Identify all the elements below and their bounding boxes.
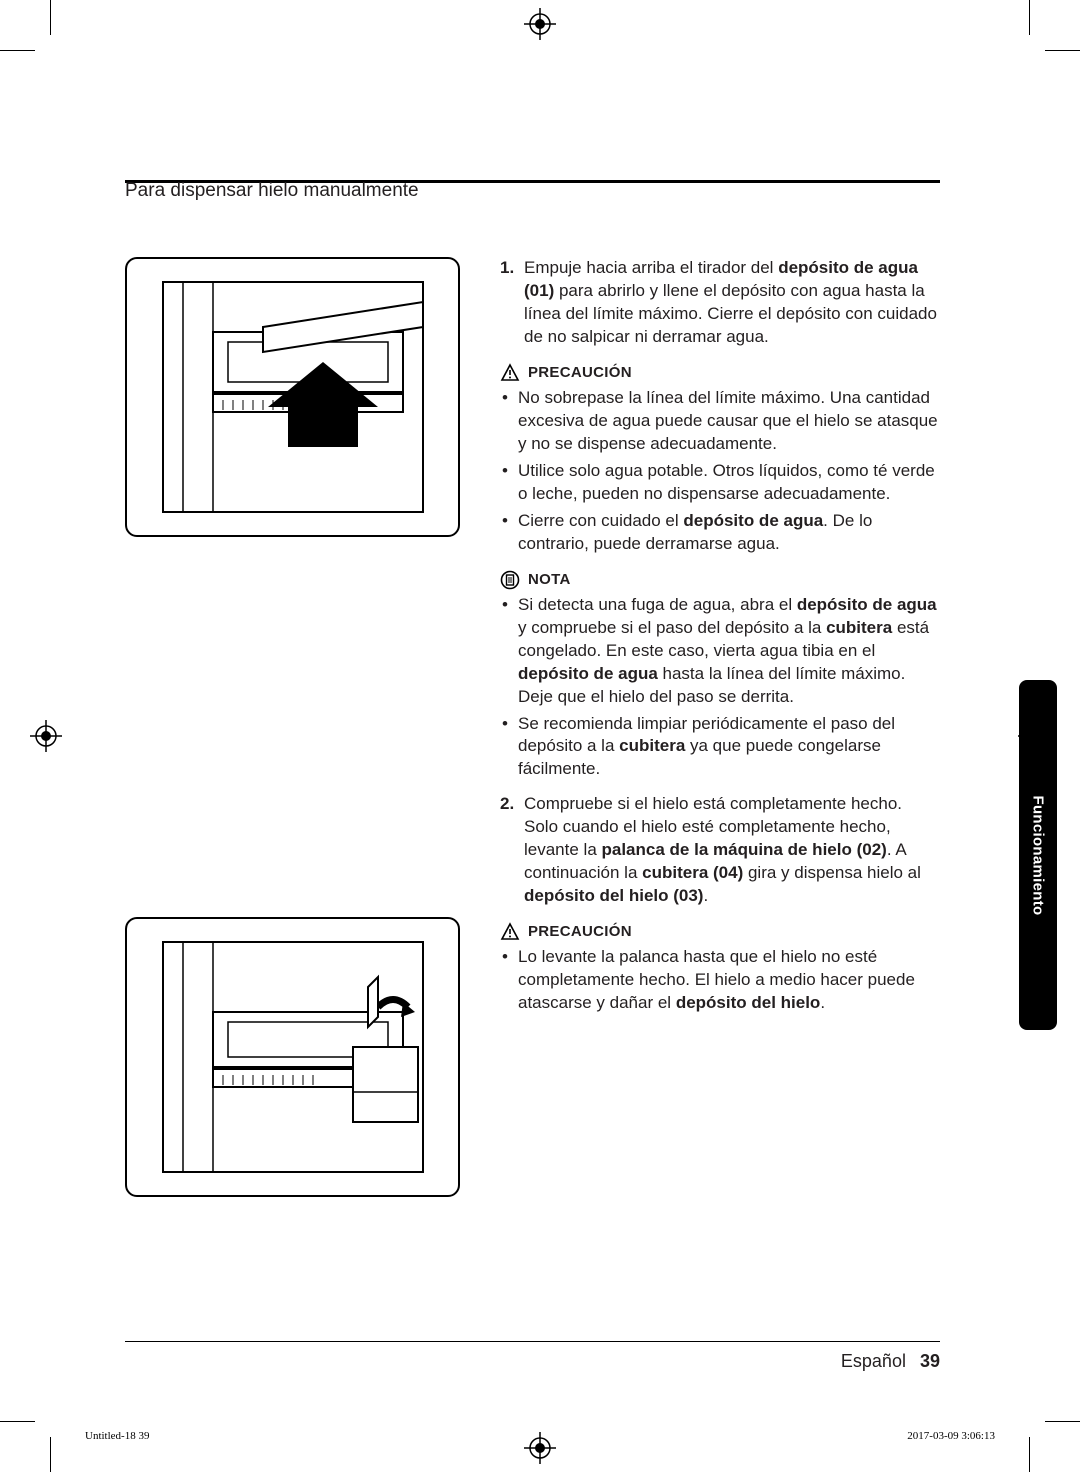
registration-mark-icon: [524, 8, 556, 40]
registration-mark-icon: [30, 720, 62, 752]
footer-rule: [125, 1341, 940, 1342]
footer-language: Español: [841, 1351, 906, 1372]
page-content: Para dispensar hielo manualmente: [125, 180, 940, 1380]
warning-icon: [500, 363, 520, 383]
precaucion-list-2: Lo levante la palanca hasta que el hielo…: [500, 946, 940, 1015]
precaucion-label-2: PRECAUCIÓN: [500, 922, 940, 942]
precaucion-list-1: No sobrepase la línea del límite máximo.…: [500, 387, 940, 556]
nota-list: Si detecta una fuga de agua, abra el dep…: [500, 594, 940, 782]
print-meta-right: 2017-03-09 3:06:13: [907, 1430, 995, 1442]
section-tab: Funcionamiento: [1019, 680, 1057, 1030]
step-2: 2. Compruebe si el hielo está completame…: [500, 793, 940, 908]
precaucion-label-1: PRECAUCIÓN: [500, 363, 940, 383]
figure-2: [125, 917, 460, 1197]
footer-page-number: 39: [920, 1351, 940, 1372]
warning-icon: [500, 922, 520, 942]
note-icon: [500, 570, 520, 590]
step-1: 1. Empuje hacia arriba el tirador del de…: [500, 257, 940, 349]
registration-mark-icon: [524, 1432, 556, 1464]
nota-label: NOTA: [500, 570, 940, 590]
print-meta-left: Untitled-18 39: [85, 1430, 149, 1442]
page-footer: Español 39: [125, 1351, 940, 1372]
subheading: Para dispensar hielo manualmente: [125, 180, 940, 202]
figure-1: [125, 257, 460, 537]
